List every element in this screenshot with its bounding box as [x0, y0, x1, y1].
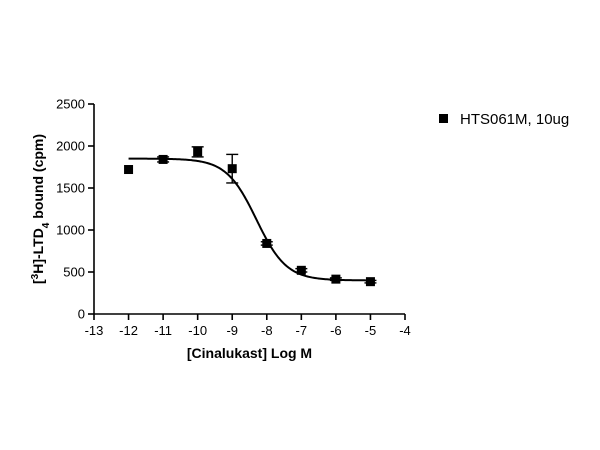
- legend-marker-square: [439, 114, 448, 123]
- data-point: [262, 238, 272, 248]
- x-tick-label: -13: [85, 323, 104, 338]
- y-label-sub: 4: [41, 222, 52, 228]
- data-point: [296, 265, 306, 275]
- x-tick-label: -12: [119, 323, 138, 338]
- fit-curve: [128, 157, 371, 282]
- data-point: [331, 274, 341, 284]
- data-point: [365, 277, 375, 287]
- legend-entry-label: HTS061M, 10ug: [460, 111, 569, 128]
- fit-curve-layer: [128, 157, 371, 282]
- y-tick-label: 2000: [56, 139, 85, 154]
- y-tick-label: 1500: [56, 181, 85, 196]
- legend: HTS061M, 10ug: [439, 111, 569, 128]
- y-label-sup: 3: [30, 273, 41, 279]
- x-tick-label: -9: [226, 323, 238, 338]
- y-label-mid: H]-LTD: [30, 228, 46, 274]
- data-point: [193, 147, 203, 157]
- data-point: [124, 165, 134, 175]
- y-label-suffix: bound (cpm): [30, 134, 46, 223]
- y-tick-label: 2500: [56, 97, 85, 112]
- axes: 0 500 1000 1500 2000 2500 -13 -12 -11 -10 -9 -8 -7 -6…: [56, 97, 411, 339]
- x-tick-label: -7: [296, 323, 308, 338]
- x-tick-label: -10: [188, 323, 207, 338]
- y-tick-label: 1000: [56, 223, 85, 238]
- y-axis-label: [3H]-LTD4 bound (cpm): [30, 134, 52, 284]
- x-tick-label: -6: [330, 323, 342, 338]
- x-tick-label: -4: [399, 323, 411, 338]
- x-tick-label: -11: [154, 323, 172, 338]
- y-label-prefix: [: [30, 279, 46, 284]
- data-points-layer: [124, 146, 377, 287]
- x-tick-label: -8: [261, 323, 273, 338]
- y-tick-label: 500: [63, 265, 85, 280]
- x-tick-label: -5: [365, 323, 377, 338]
- x-axis-label: [Cinalukast] Log M: [187, 345, 312, 361]
- y-tick-label: 0: [78, 307, 85, 322]
- data-point: [158, 154, 168, 164]
- data-point: [227, 164, 237, 174]
